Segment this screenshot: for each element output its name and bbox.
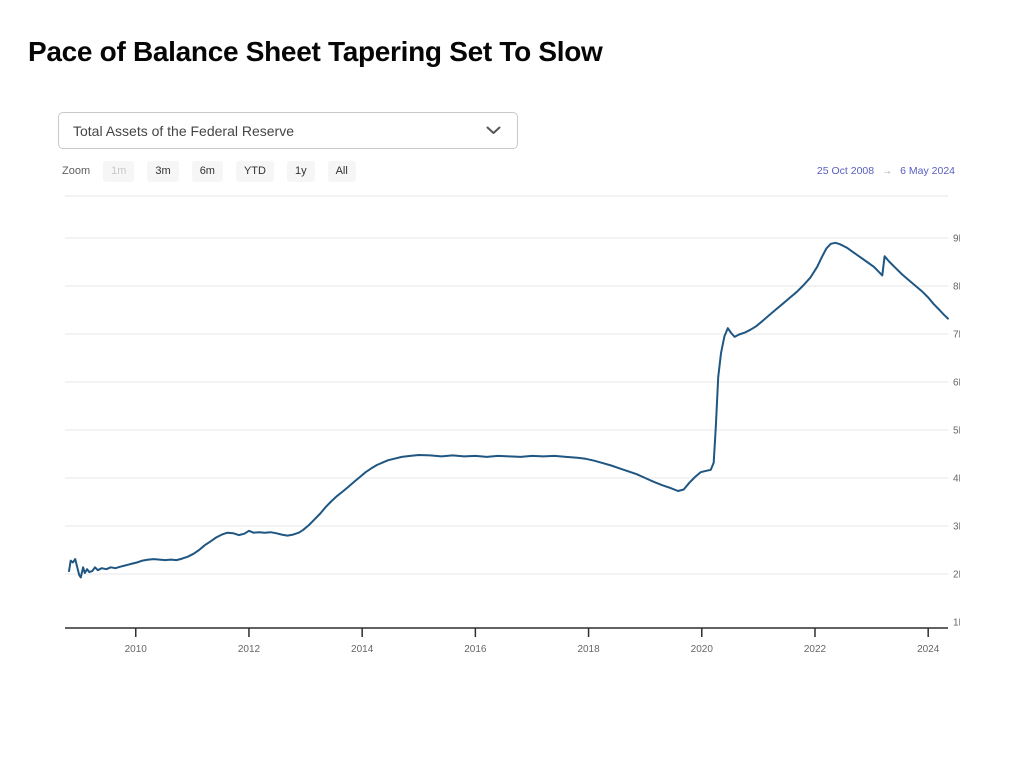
chevron-down-icon xyxy=(486,126,501,135)
x-axis-label: 2016 xyxy=(464,644,487,655)
x-axis-label: 2014 xyxy=(351,644,374,655)
series-selector-dropdown[interactable]: Total Assets of the Federal Reserve xyxy=(58,112,518,149)
date-range: 25 Oct 2008 → 6 May 2024 xyxy=(817,165,955,177)
zoom-button-3m[interactable]: 3m xyxy=(147,160,179,182)
date-range-from[interactable]: 25 Oct 2008 xyxy=(816,165,875,177)
zoom-button-ytd[interactable]: YTD xyxy=(235,160,274,182)
y-axis-label: 6M xyxy=(953,378,960,389)
zoom-button-6m[interactable]: 6m xyxy=(191,160,223,182)
series-line xyxy=(68,241,949,579)
y-axis-label: 4M xyxy=(953,474,960,485)
zoom-button-1m[interactable]: 1m xyxy=(103,160,135,182)
x-axis-label: 2010 xyxy=(125,644,148,655)
y-axis-label: 7M xyxy=(953,330,960,341)
y-axis-label: 9M xyxy=(953,234,960,245)
zoom-button-all[interactable]: All xyxy=(327,160,356,182)
page-title: Pace of Balance Sheet Tapering Set To Sl… xyxy=(28,36,603,67)
zoom-button-1y[interactable]: 1y xyxy=(286,160,315,182)
zoom-label: Zoom xyxy=(62,165,91,177)
line-chart-svg[interactable]: 9M 8M 7M 6M 5M 4M 3M 2M 1M 2010 2012 2014 2016 2018 20… xyxy=(60,190,960,665)
series-selector-value: Total Assets of the Federal Reserve xyxy=(73,122,294,139)
y-axis-label: 2M xyxy=(953,570,960,581)
y-axis-label: 3M xyxy=(953,522,960,533)
x-axis-label: 2018 xyxy=(577,644,600,655)
x-axis-label: 2020 xyxy=(691,644,714,655)
y-axis-label: 1M xyxy=(953,618,960,629)
x-axis-label: 2022 xyxy=(804,644,827,655)
x-axis-label: 2012 xyxy=(238,644,261,655)
y-axis-label: 8M xyxy=(953,282,960,293)
x-axis-label: 2024 xyxy=(917,644,940,655)
y-axis-label: 5M xyxy=(953,426,960,437)
arrow-right-icon: → xyxy=(882,165,893,177)
date-range-to[interactable]: 6 May 2024 xyxy=(900,165,955,177)
line-chart[interactable]: 9M 8M 7M 6M 5M 4M 3M 2M 1M 2010 2012 2014 2016 2018 20… xyxy=(60,190,960,665)
chart-toolbar: Zoom 1m 3m 6m YTD 1y All 25 Oct 2008 → 6… xyxy=(62,159,955,183)
